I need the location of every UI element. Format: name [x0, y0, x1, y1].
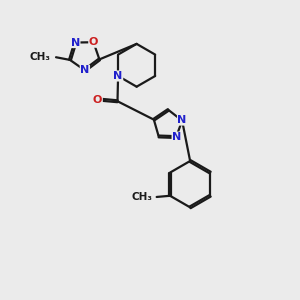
- Text: O: O: [93, 95, 102, 105]
- Text: N: N: [113, 71, 123, 81]
- Text: N: N: [80, 65, 89, 75]
- Text: CH₃: CH₃: [131, 192, 152, 202]
- Text: CH₃: CH₃: [29, 52, 50, 62]
- Text: O: O: [89, 37, 98, 47]
- Text: N: N: [71, 38, 80, 47]
- Text: N: N: [178, 115, 187, 125]
- Text: N: N: [172, 132, 182, 142]
